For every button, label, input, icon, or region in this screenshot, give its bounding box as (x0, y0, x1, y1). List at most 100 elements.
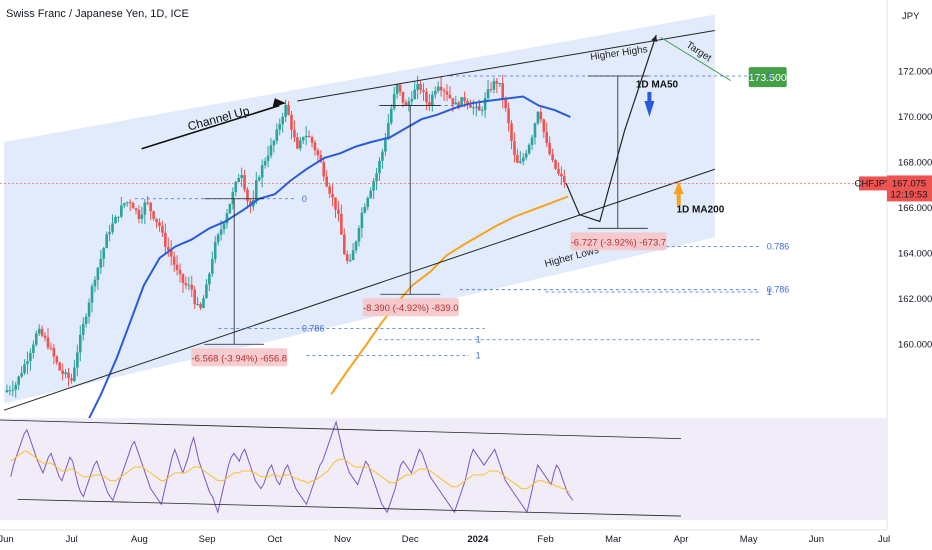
candle (448, 86, 452, 100)
candle-body (425, 91, 428, 103)
candle (181, 273, 185, 293)
candle-body (348, 260, 352, 262)
candle (111, 214, 114, 235)
candle (507, 102, 510, 132)
candle (293, 120, 296, 142)
candle (164, 223, 167, 254)
candle (554, 159, 557, 171)
time-tick-label: Jun (809, 534, 824, 545)
candle (64, 369, 67, 379)
candle (131, 201, 135, 209)
candle-body (117, 216, 120, 218)
candle-body (37, 328, 41, 334)
candle-body (307, 135, 311, 138)
candle-body (225, 213, 229, 224)
candle-body (527, 144, 531, 154)
candle (125, 201, 129, 207)
higher-lows-trendline (3, 168, 716, 411)
candle (23, 359, 26, 375)
measurement-label: -6.568 (-3.94%) -656.8 (192, 353, 288, 364)
candle (213, 235, 217, 264)
price-axis-background (887, 0, 932, 550)
candle (205, 279, 208, 299)
candle (278, 118, 282, 136)
candle-body (67, 372, 70, 379)
countdown-label: 12:19:53 (891, 189, 928, 200)
candle-body (131, 203, 135, 209)
candle-body (337, 209, 340, 214)
candle (140, 206, 144, 224)
projection-arrowhead (651, 35, 658, 43)
time-tick-label: Feb (537, 534, 553, 545)
candle (316, 148, 320, 162)
time-axis-background (0, 530, 887, 550)
candle (357, 225, 361, 247)
candle (454, 95, 458, 105)
rsi-upper-trendline (0, 419, 682, 439)
time-tick-label: 2024 (467, 534, 489, 545)
candle (196, 297, 199, 306)
fib-level-label: 0 (476, 101, 481, 111)
candle (363, 203, 367, 214)
candle (76, 344, 79, 377)
candle-body (536, 111, 540, 124)
time-tick-label: Sep (199, 534, 216, 545)
candle-body (510, 123, 513, 141)
channel-up-arrow (141, 104, 280, 150)
candle-body (269, 145, 273, 156)
candle-body (416, 83, 419, 90)
candle-body (469, 104, 472, 108)
candle (281, 112, 284, 133)
candle-body (316, 150, 320, 156)
candle-body (530, 137, 534, 145)
candle (257, 175, 261, 182)
candle (40, 325, 44, 338)
candle-body (178, 269, 182, 275)
candle (337, 200, 340, 222)
candle-body (340, 213, 343, 235)
candle (422, 83, 425, 101)
candle (410, 90, 414, 106)
candle (73, 359, 76, 383)
candle (498, 83, 502, 87)
candle-body (234, 182, 238, 193)
measurement-box (191, 348, 288, 367)
candle-body (445, 91, 449, 95)
candle (208, 271, 211, 292)
candle-body (498, 83, 502, 85)
candle-body (457, 102, 461, 107)
candle-body (343, 234, 346, 255)
candle (366, 196, 370, 211)
candle-body (146, 202, 150, 204)
candle-body (90, 286, 94, 303)
candle (428, 93, 431, 111)
candle-body (275, 129, 279, 141)
rsi-ma-line (10, 450, 571, 493)
candle (161, 220, 164, 238)
candle (67, 367, 70, 387)
candle-body (272, 140, 276, 146)
candle-body (384, 139, 387, 152)
candle-body (102, 248, 106, 259)
candle-body (407, 101, 411, 106)
candle-body (319, 155, 323, 163)
candle-body (310, 137, 314, 143)
candle-body (398, 84, 402, 92)
candle-body (507, 108, 510, 124)
candle (387, 114, 390, 141)
candle (545, 122, 549, 148)
time-tick-label: Jun (0, 534, 14, 545)
candle-body (501, 83, 505, 99)
candle-body (46, 337, 50, 348)
candle (542, 118, 546, 139)
candle-body (410, 99, 414, 102)
fib-level-label: 1 (767, 287, 772, 297)
fib-level-label: 0 (767, 71, 772, 81)
candle-body (76, 352, 79, 368)
measurement-box (570, 232, 667, 251)
candle (237, 174, 240, 183)
candle-body (266, 155, 270, 162)
candle (11, 380, 15, 397)
